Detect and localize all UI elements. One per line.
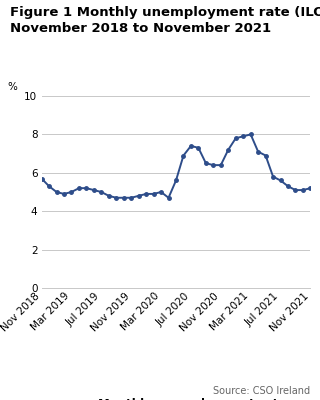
- Monthly unemployment rate: [249, 132, 252, 137]
- Text: Figure 1 Monthly unemployment rate (ILO),
November 2018 to November 2021: Figure 1 Monthly unemployment rate (ILO)…: [10, 6, 320, 35]
- Monthly unemployment rate: [264, 153, 268, 158]
- Monthly unemployment rate: [84, 186, 88, 190]
- Monthly unemployment rate: [122, 195, 126, 200]
- Monthly unemployment rate: [159, 190, 163, 194]
- Legend: Monthly unemployment rate: Monthly unemployment rate: [60, 394, 292, 400]
- Line: Monthly unemployment rate: Monthly unemployment rate: [40, 133, 312, 200]
- Monthly unemployment rate: [293, 188, 297, 192]
- Monthly unemployment rate: [308, 186, 312, 190]
- Monthly unemployment rate: [279, 178, 283, 183]
- Monthly unemployment rate: [241, 134, 245, 139]
- Monthly unemployment rate: [256, 149, 260, 154]
- Monthly unemployment rate: [181, 153, 185, 158]
- Monthly unemployment rate: [174, 178, 178, 183]
- Monthly unemployment rate: [144, 192, 148, 196]
- Monthly unemployment rate: [301, 188, 305, 192]
- Monthly unemployment rate: [77, 186, 81, 190]
- Monthly unemployment rate: [219, 163, 223, 168]
- Text: %: %: [7, 82, 17, 92]
- Monthly unemployment rate: [129, 195, 133, 200]
- Monthly unemployment rate: [226, 147, 230, 152]
- Monthly unemployment rate: [286, 184, 290, 189]
- Monthly unemployment rate: [204, 161, 208, 166]
- Monthly unemployment rate: [69, 190, 73, 194]
- Monthly unemployment rate: [62, 192, 66, 196]
- Text: Source: CSO Ireland: Source: CSO Ireland: [213, 386, 310, 396]
- Monthly unemployment rate: [137, 194, 140, 198]
- Monthly unemployment rate: [114, 195, 118, 200]
- Monthly unemployment rate: [107, 194, 111, 198]
- Monthly unemployment rate: [152, 192, 156, 196]
- Monthly unemployment rate: [40, 176, 44, 181]
- Monthly unemployment rate: [234, 136, 238, 141]
- Monthly unemployment rate: [212, 163, 215, 168]
- Monthly unemployment rate: [92, 188, 96, 192]
- Monthly unemployment rate: [100, 190, 103, 194]
- Monthly unemployment rate: [196, 146, 200, 150]
- Monthly unemployment rate: [167, 195, 171, 200]
- Monthly unemployment rate: [271, 174, 275, 179]
- Monthly unemployment rate: [189, 144, 193, 148]
- Monthly unemployment rate: [47, 184, 51, 189]
- Monthly unemployment rate: [55, 190, 59, 194]
